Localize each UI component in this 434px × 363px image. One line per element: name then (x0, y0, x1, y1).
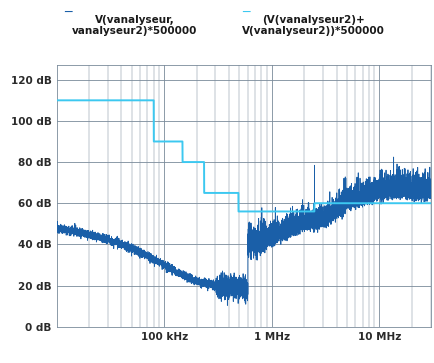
Text: V(vanalyseur,
vanalyseur2)*500000: V(vanalyseur, vanalyseur2)*500000 (72, 15, 197, 36)
Text: ─: ─ (241, 5, 249, 19)
Text: (V(vanalyseur2)+
V(vanalyseur2))*500000: (V(vanalyseur2)+ V(vanalyseur2))*500000 (241, 15, 384, 36)
Text: ─: ─ (63, 5, 71, 19)
